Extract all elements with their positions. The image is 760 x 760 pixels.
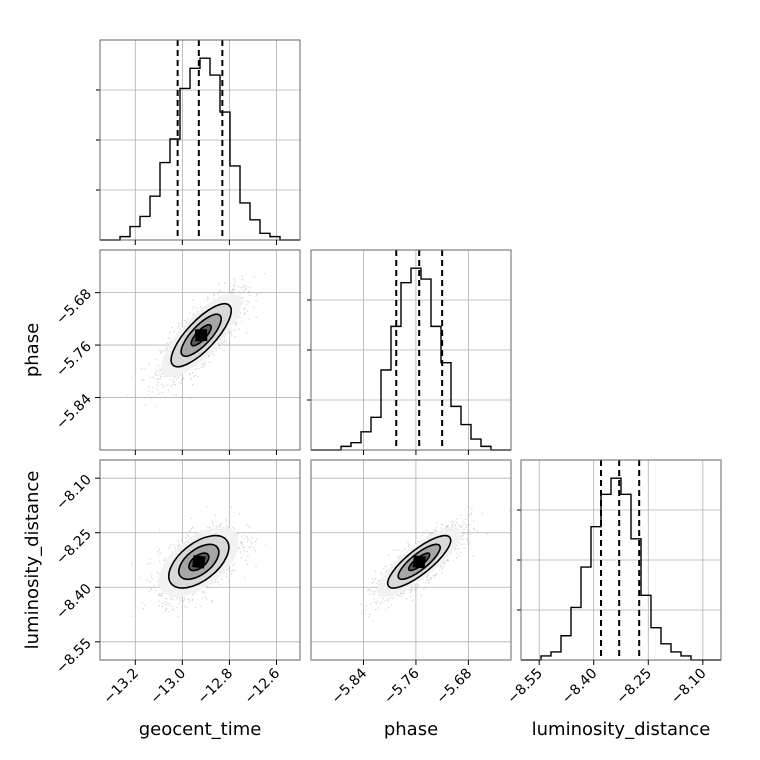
contour-line	[190, 323, 212, 347]
x-tick-label: −8.40	[559, 666, 601, 708]
x-axis-label-geocent_time: geocent_time	[139, 719, 262, 740]
y-tick-label: −8.40	[53, 581, 95, 623]
marginal-panel-luminosity_distance	[517, 459, 722, 661]
panel-frame	[99, 249, 301, 451]
x-tick-label: −12.8	[195, 666, 237, 708]
x-tick-label: −5.76	[381, 665, 423, 707]
contour-line	[170, 302, 232, 368]
y-tick-label: −8.55	[53, 635, 95, 677]
x-tick-label: −13.0	[148, 666, 190, 708]
y-tick-label: −5.68	[53, 286, 95, 328]
y-tick-label: −5.76	[53, 339, 95, 381]
contour-line	[386, 534, 452, 589]
histogram-luminosity_distance	[521, 477, 721, 661]
y-axis-label-luminosity_distance: luminosity_distance	[22, 471, 43, 650]
contour-line	[407, 552, 431, 572]
panel-frame	[99, 39, 301, 241]
x-axis-label-phase: phase	[384, 719, 438, 740]
panel-frame	[99, 459, 301, 661]
y-tick-label: −8.10	[53, 472, 95, 514]
contour-line	[178, 543, 220, 581]
contour-line	[180, 313, 222, 358]
x-tick-label: −8.10	[668, 666, 710, 708]
y-tick-label: −8.25	[53, 526, 95, 568]
x-axis-label-luminosity_distance: luminosity_distance	[532, 719, 711, 740]
y-tick-label: −5.84	[53, 391, 95, 433]
density-peak	[194, 329, 208, 342]
x-tick-label: −8.55	[504, 666, 546, 708]
joint-panel-geocent_time-phase	[99, 249, 301, 451]
joint-panel-geocent_time-luminosity_distance	[99, 459, 301, 661]
joint-panel-phase-luminosity_distance	[310, 459, 512, 661]
x-tick-label: −13.2	[100, 666, 142, 708]
y-axis-label-phase: phase	[22, 323, 43, 377]
contour-line	[397, 543, 441, 581]
x-tick-label: −5.84	[329, 665, 371, 707]
histogram-geocent_time	[100, 57, 300, 241]
panel-frame	[310, 459, 512, 661]
contour-line	[188, 552, 210, 572]
marginal-panel-geocent_time	[96, 39, 301, 241]
histogram-phase	[311, 267, 511, 451]
marginal-panel-phase	[307, 249, 512, 451]
panel-frame	[520, 459, 722, 661]
scatter-points	[360, 507, 511, 622]
density-peak	[192, 555, 206, 569]
panel-frame	[310, 249, 512, 451]
x-tick-label: −8.25	[613, 666, 655, 708]
contour-line	[168, 534, 230, 589]
x-tick-label: −5.68	[434, 666, 476, 708]
x-tick-label: −12.6	[242, 665, 284, 707]
